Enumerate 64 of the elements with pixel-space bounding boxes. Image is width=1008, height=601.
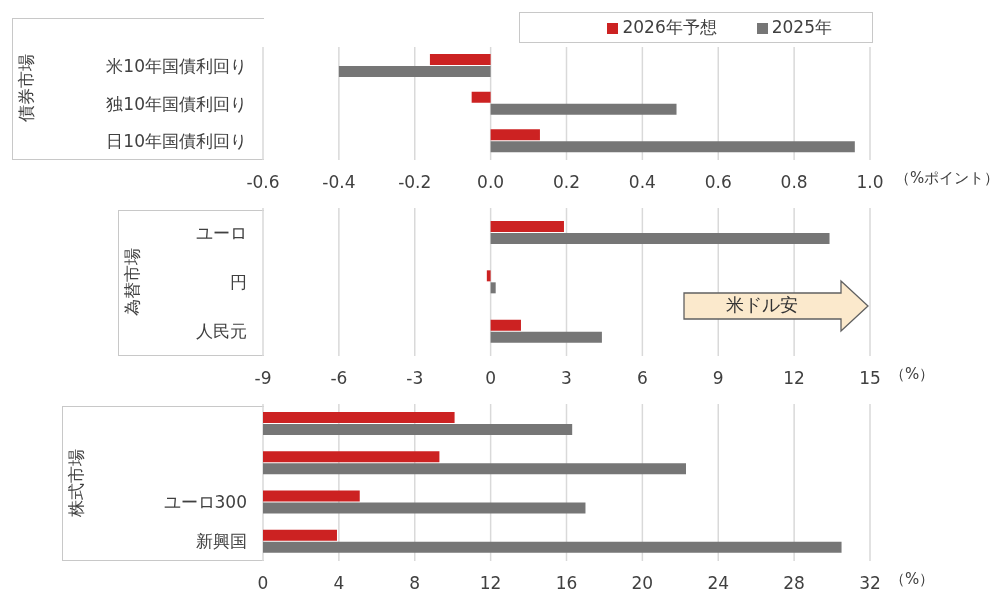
y-tick-label: 人民元 bbox=[196, 321, 247, 342]
bar bbox=[490, 103, 677, 115]
x-tick-label: 1.0 bbox=[856, 172, 884, 193]
x-tick-label: -0.4 bbox=[322, 172, 356, 193]
x-tick-label: -3 bbox=[406, 368, 424, 389]
x-tick-label: 0 bbox=[485, 368, 497, 389]
y-tick-label: 円 bbox=[230, 272, 247, 293]
bar bbox=[490, 319, 521, 331]
y-tick-label: 日10年国債利回り bbox=[106, 131, 247, 152]
y-axis-title: 株式市場 bbox=[64, 448, 87, 517]
x-tick-label: 8 bbox=[409, 573, 421, 594]
x-tick-label: 12 bbox=[479, 573, 502, 594]
bar bbox=[490, 331, 602, 343]
bar bbox=[486, 270, 491, 282]
x-tick-label: 0.6 bbox=[704, 172, 732, 193]
bar bbox=[490, 141, 855, 153]
x-tick-label: 4 bbox=[333, 573, 345, 594]
x-tick-label: 0.0 bbox=[477, 172, 505, 193]
x-tick-label: 32 bbox=[859, 573, 881, 594]
x-tick-label: -9 bbox=[254, 368, 272, 389]
x-tick-label: 0.2 bbox=[552, 172, 581, 193]
x-axis-title: （%） bbox=[890, 365, 935, 384]
x-axis-title: （%ポイント） bbox=[895, 169, 1000, 188]
x-tick-label: 24 bbox=[707, 573, 730, 594]
y-tick-label: 新興国 bbox=[196, 531, 247, 552]
bar bbox=[429, 54, 491, 65]
x-tick-label: 15 bbox=[859, 368, 881, 389]
annotation: 米ドル安 bbox=[725, 293, 799, 317]
bar bbox=[263, 412, 455, 423]
bar bbox=[263, 451, 440, 463]
y-axis-title: 為替市場 bbox=[120, 248, 143, 316]
y-tick-label: ユーロ bbox=[196, 222, 247, 243]
x-axis-title: （%） bbox=[890, 570, 935, 589]
x-tick-label: 3 bbox=[561, 368, 572, 389]
bar bbox=[263, 463, 686, 475]
x-tick-label: 0.8 bbox=[780, 172, 808, 193]
bar bbox=[490, 221, 564, 232]
y-tick-label: ユーロ300 bbox=[163, 492, 247, 513]
x-tick-label: 0.4 bbox=[628, 172, 656, 193]
x-tick-label: 16 bbox=[555, 573, 578, 594]
x-tick-label: 0 bbox=[257, 573, 269, 594]
bar bbox=[490, 282, 496, 294]
x-tick-label: -0.6 bbox=[246, 172, 280, 193]
x-tick-label: 6 bbox=[636, 368, 648, 389]
x-tick-label: 28 bbox=[783, 573, 805, 594]
y-tick-label: 米10年国債利回り bbox=[106, 55, 247, 76]
bar bbox=[263, 502, 586, 514]
bar bbox=[263, 541, 842, 553]
bar bbox=[263, 424, 573, 435]
bar bbox=[338, 66, 491, 77]
legend-label: 2025年 bbox=[771, 17, 832, 37]
y-axis-title: 債券市場 bbox=[14, 54, 37, 122]
legend-label: 2026年予想 bbox=[622, 17, 717, 37]
x-tick-label: 9 bbox=[712, 368, 724, 389]
bar bbox=[263, 529, 337, 541]
x-tick-label: -6 bbox=[330, 368, 348, 389]
y-tick-label: 独10年国債利回り bbox=[106, 93, 247, 114]
x-tick-label: -0.2 bbox=[398, 172, 432, 193]
bar bbox=[490, 233, 830, 244]
x-tick-label: 20 bbox=[631, 573, 654, 594]
bar bbox=[263, 490, 360, 502]
bar bbox=[490, 129, 540, 141]
bar bbox=[471, 91, 491, 103]
x-tick-label: 12 bbox=[783, 368, 805, 389]
